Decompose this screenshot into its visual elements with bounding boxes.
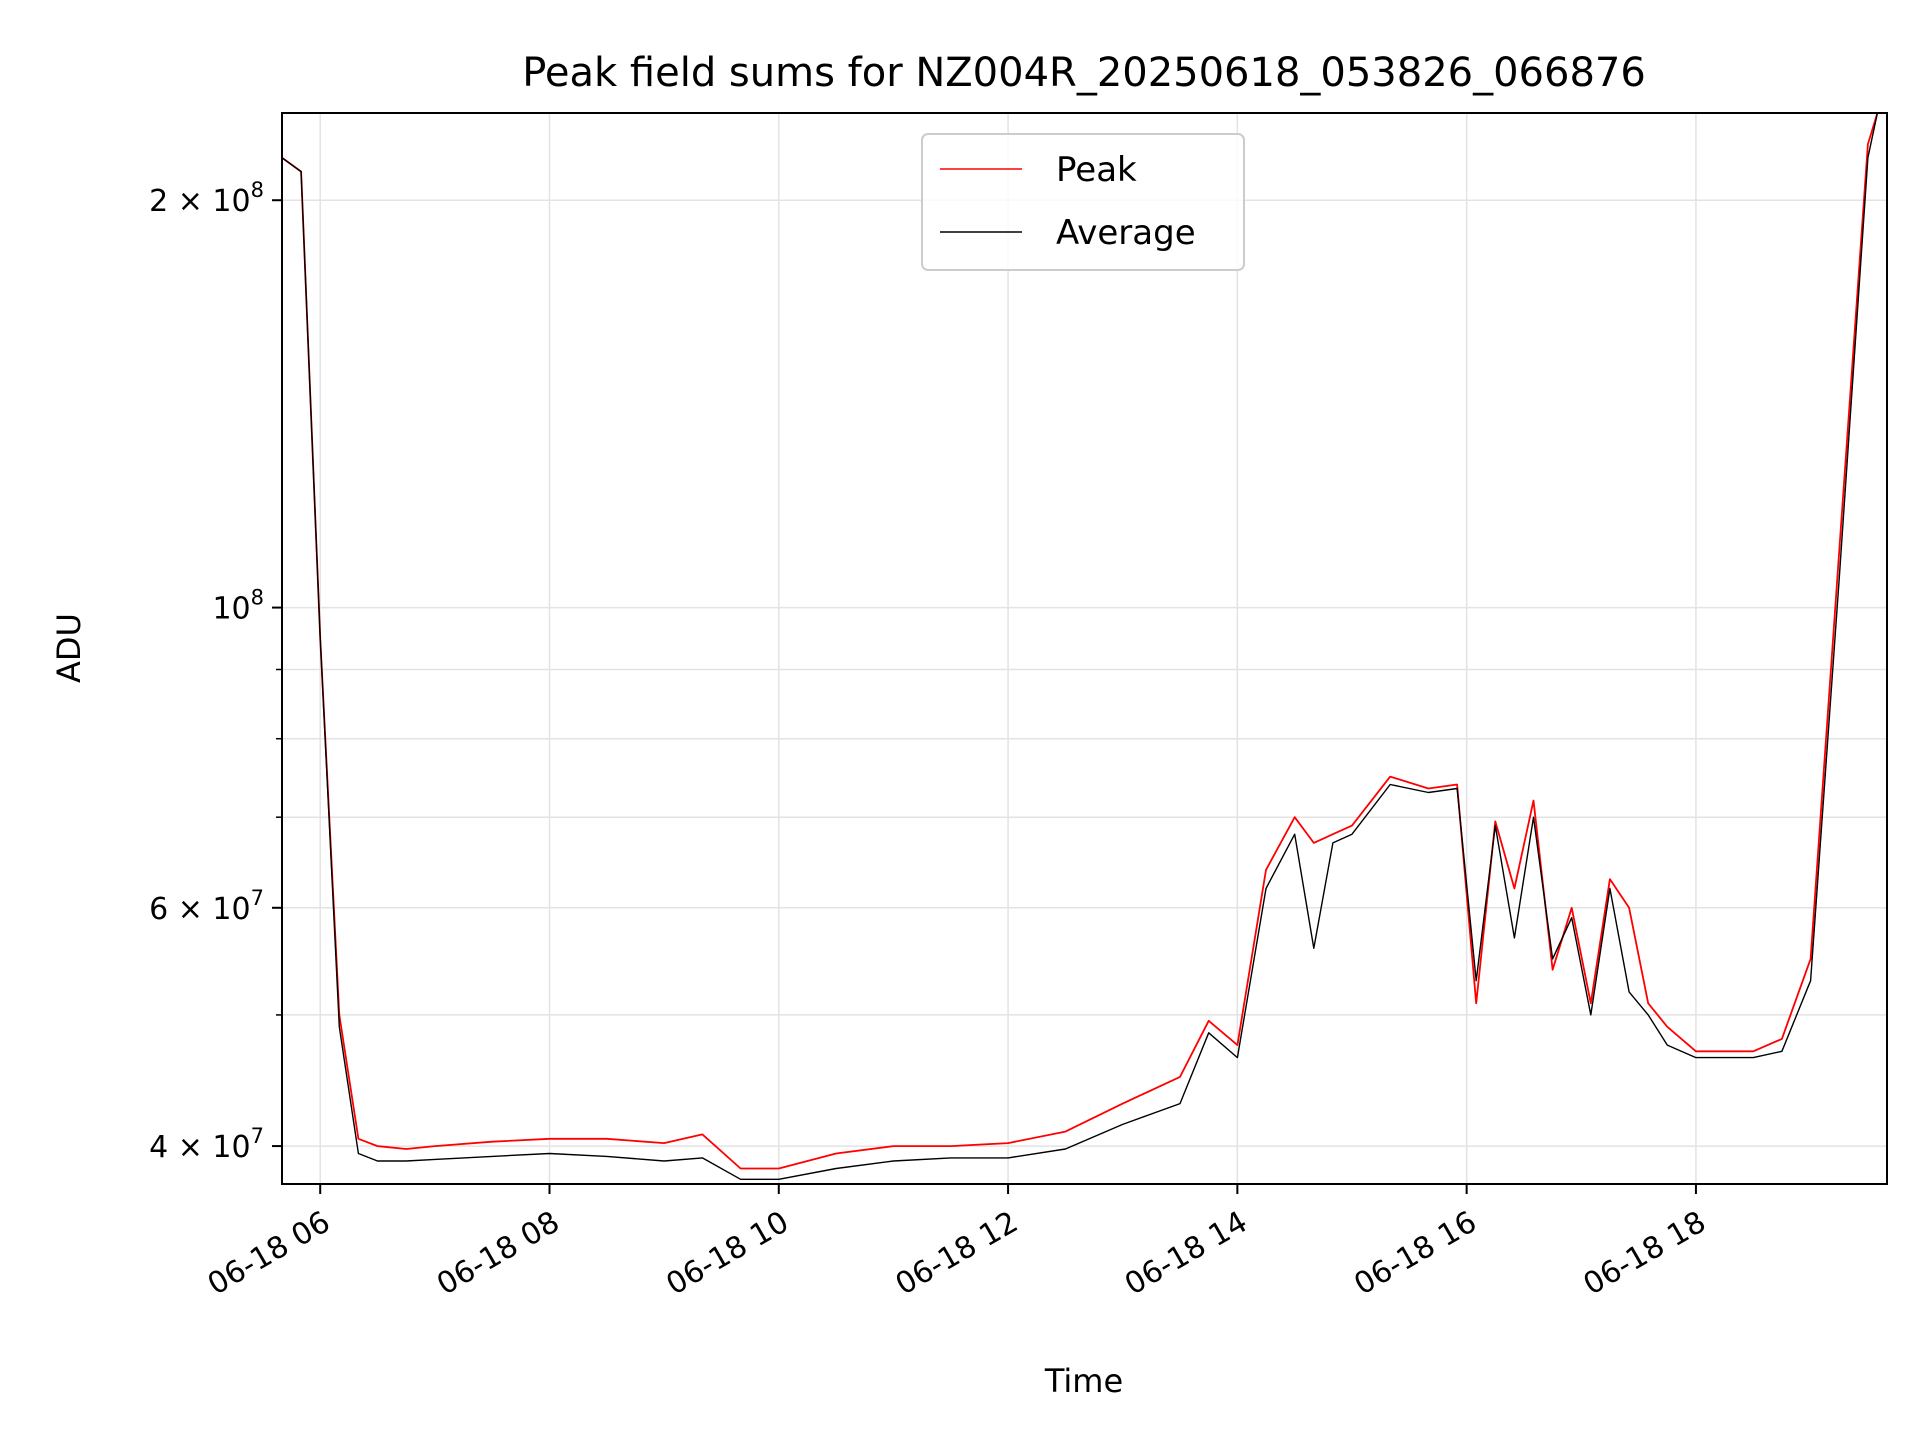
plot-frame bbox=[281, 112, 1888, 1185]
chart-title: Peak field sums for NZ004R_20250618_0538… bbox=[522, 50, 1646, 96]
legend-box bbox=[921, 133, 1245, 271]
series-line-peak bbox=[282, 113, 1879, 1170]
series-layer bbox=[282, 113, 1879, 1181]
series-line-average bbox=[282, 113, 1879, 1181]
y-tick-label: 4 × 107 bbox=[149, 1124, 264, 1165]
y-axis-label: ADU bbox=[50, 613, 88, 683]
y-tick-label: 2 × 108 bbox=[149, 178, 264, 219]
y-tick-label: 6 × 107 bbox=[149, 886, 264, 927]
legend-label-peak: Peak bbox=[1056, 150, 1137, 190]
legend-label-average: Average bbox=[1056, 213, 1196, 253]
legend: Peak Average bbox=[921, 133, 1245, 271]
x-axis-label: Time bbox=[1044, 1362, 1123, 1400]
